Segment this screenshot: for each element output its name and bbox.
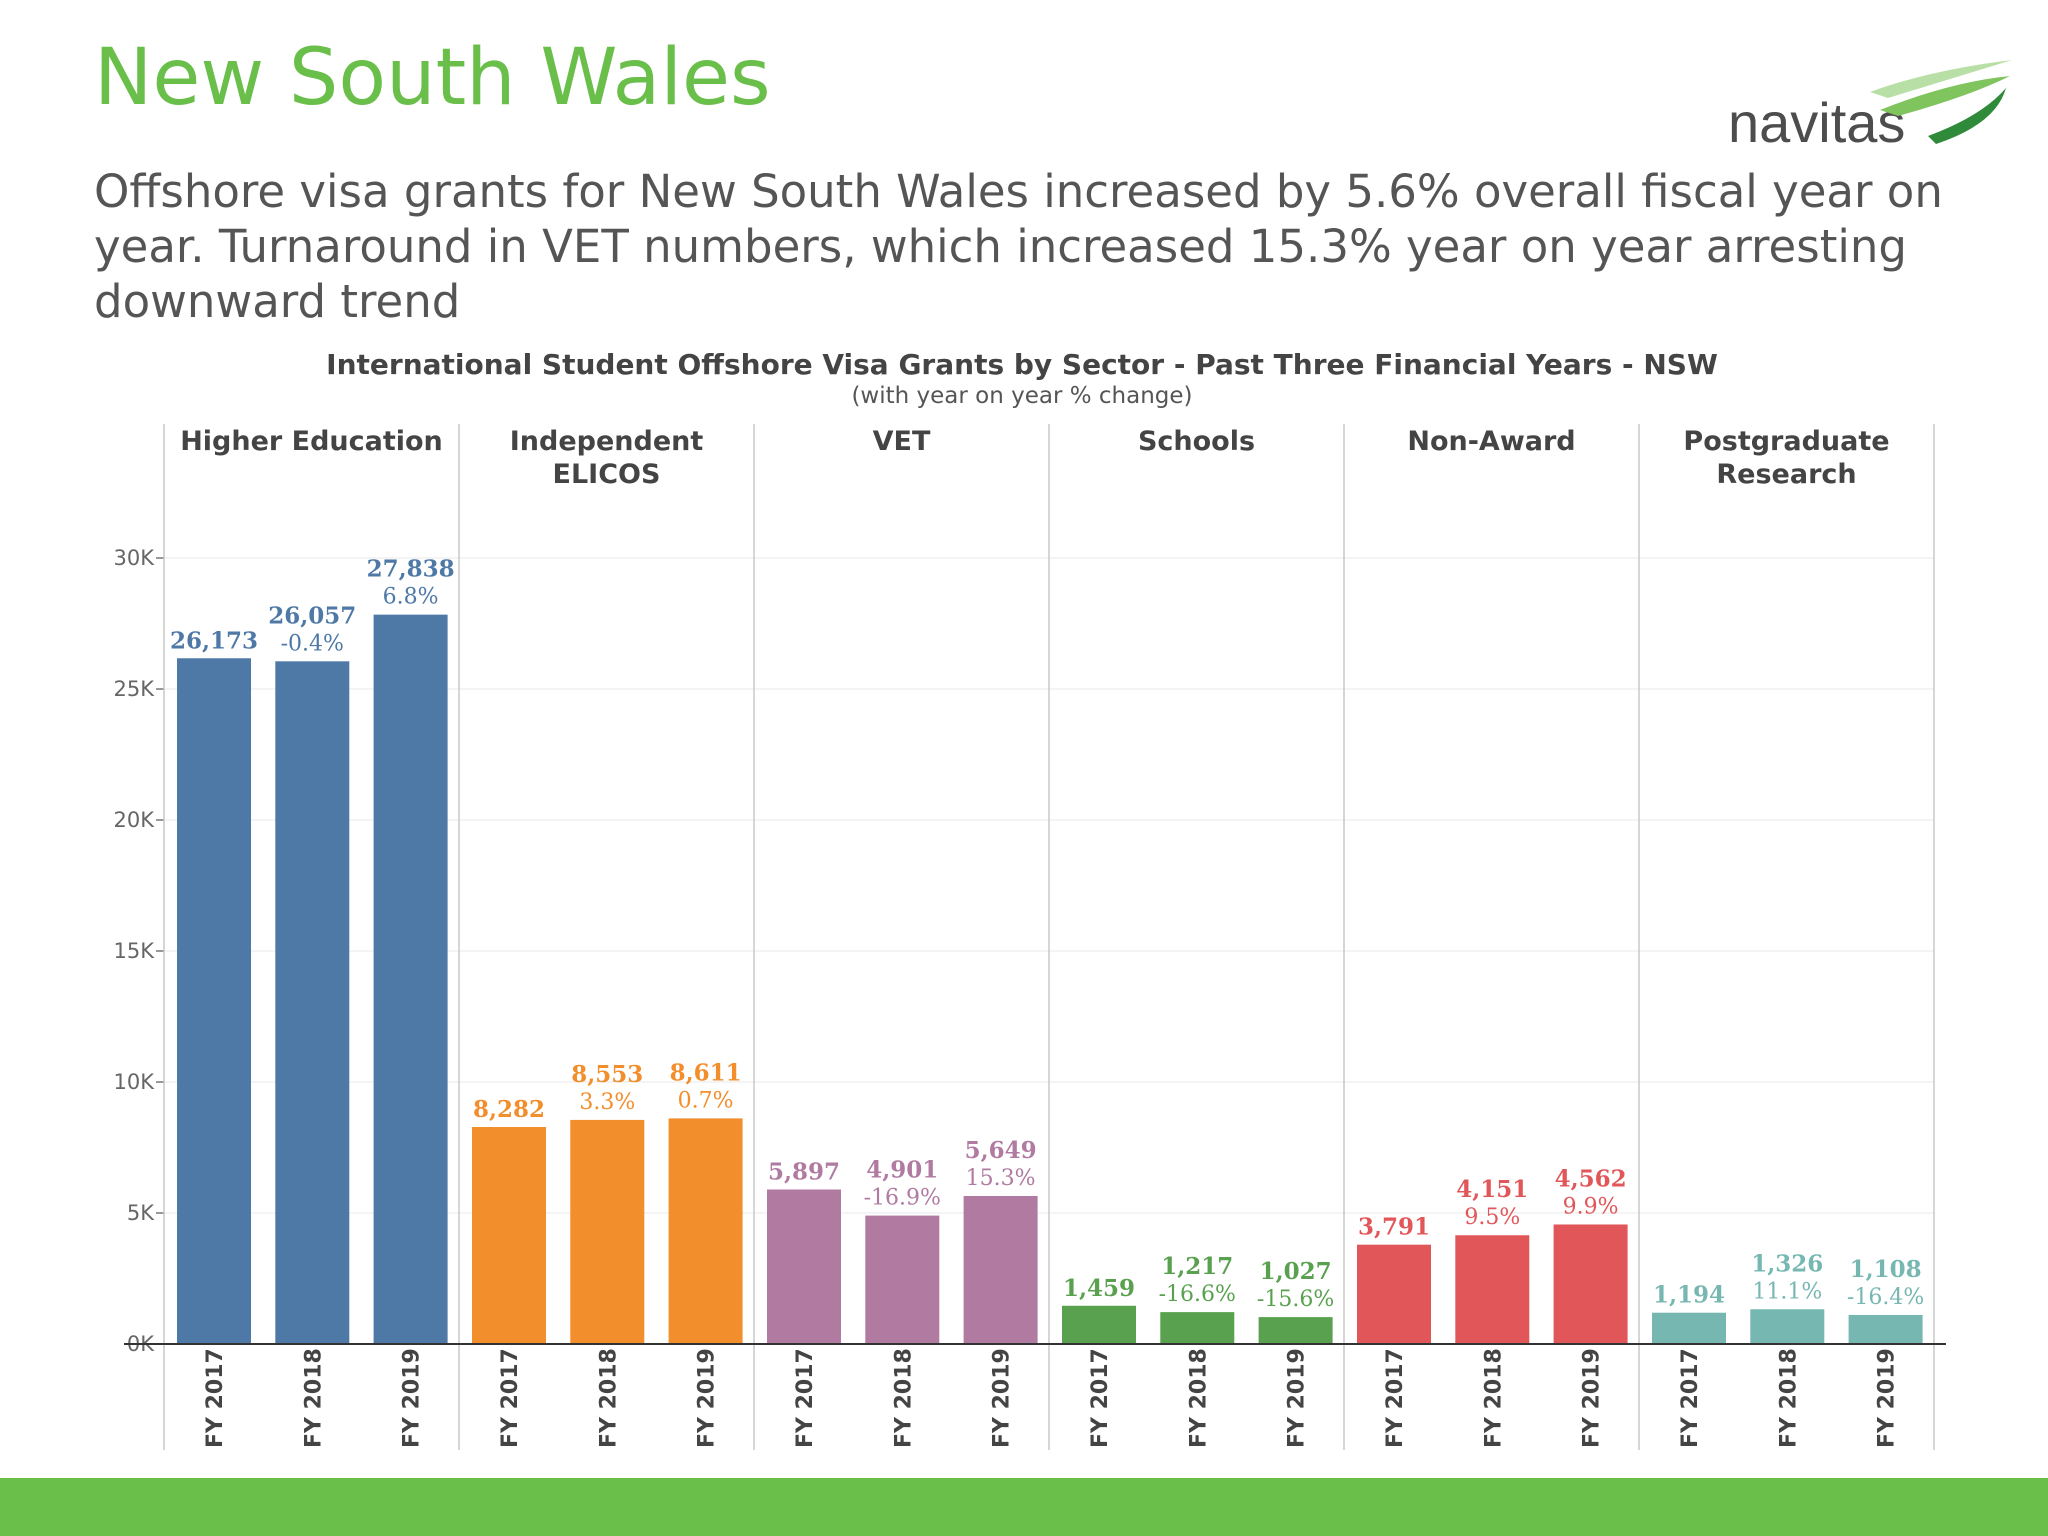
bar <box>1357 1244 1431 1344</box>
x-tick-label: FY 2017 <box>793 1348 818 1448</box>
logo-swoosh-icon <box>1870 60 2012 98</box>
bar-value-label: 1,027 <box>1260 1258 1332 1285</box>
chart-subtitle: (with year on year % change) <box>851 383 1192 409</box>
y-tick-label: 10K <box>114 1070 156 1094</box>
slide-title: New South Wales <box>94 33 771 123</box>
bar <box>373 614 448 1344</box>
bar-value-label: 26,057 <box>268 602 356 629</box>
x-tick-label: FY 2018 <box>596 1348 621 1448</box>
bar-value-label: 5,897 <box>768 1158 840 1185</box>
x-tick-label: FY 2019 <box>990 1348 1015 1448</box>
bar-change-label: 15.3% <box>966 1166 1036 1191</box>
panel-header: Postgraduate <box>1683 426 1889 457</box>
bar-change-label: -16.9% <box>864 1186 941 1211</box>
bar <box>1750 1309 1825 1344</box>
bar-value-label: 1,217 <box>1161 1253 1233 1280</box>
bar <box>1258 1317 1333 1344</box>
bar-value-label: 5,649 <box>965 1137 1037 1164</box>
bar-value-label: 1,459 <box>1063 1275 1135 1302</box>
y-tick-label: 5K <box>127 1201 155 1225</box>
x-tick-label: FY 2017 <box>1088 1348 1113 1448</box>
logo-wordmark: navitas <box>1728 91 1905 154</box>
chart-title: International Student Offshore Visa Gran… <box>326 348 1718 381</box>
bar-value-label: 1,194 <box>1653 1282 1725 1309</box>
bar-change-label: 6.8% <box>383 585 439 610</box>
bar-value-label: 8,282 <box>473 1096 545 1123</box>
x-tick-label: FY 2019 <box>695 1348 720 1448</box>
panel-header: ELICOS <box>553 459 661 490</box>
bar-value-label: 1,108 <box>1850 1256 1922 1283</box>
bar-value-label: 8,611 <box>670 1059 742 1086</box>
bar <box>1455 1235 1530 1344</box>
bar <box>767 1189 841 1344</box>
x-tick-label: FY 2019 <box>400 1348 425 1448</box>
panel-header: Non-Award <box>1407 426 1575 457</box>
x-tick-label: FY 2018 <box>1481 1348 1506 1448</box>
bar <box>570 1119 645 1344</box>
x-tick-label: FY 2018 <box>1186 1348 1211 1448</box>
bar-change-label: 11.1% <box>1752 1279 1822 1304</box>
bar <box>1553 1224 1628 1344</box>
bar <box>177 658 251 1344</box>
x-tick-label: FY 2017 <box>498 1348 523 1448</box>
bar-change-label: 9.5% <box>1464 1205 1520 1230</box>
bar-value-label: 4,562 <box>1555 1165 1627 1192</box>
x-tick-label: FY 2018 <box>301 1348 326 1448</box>
bar <box>275 661 350 1344</box>
x-tick-label: FY 2017 <box>203 1348 228 1448</box>
x-tick-label: FY 2019 <box>1580 1348 1605 1448</box>
bar-change-label: 9.9% <box>1563 1194 1619 1219</box>
y-tick-label: 30K <box>114 546 156 570</box>
bar-value-label: 1,326 <box>1751 1250 1823 1277</box>
visa-grants-chart: International Student Offshore Visa Gran… <box>114 348 1946 1450</box>
bar-value-label: 8,553 <box>571 1061 643 1088</box>
y-tick-label: 15K <box>114 939 156 963</box>
bar-value-label: 27,838 <box>367 556 455 583</box>
y-tick-label: 25K <box>114 677 156 701</box>
panel-header: Research <box>1716 459 1856 490</box>
navitas-logo: navitas <box>1728 60 2012 154</box>
bar-value-label: 3,791 <box>1358 1214 1430 1241</box>
panel-header: Schools <box>1138 426 1255 457</box>
bar-change-label: -0.4% <box>281 631 344 656</box>
bar <box>1160 1312 1235 1344</box>
bar-change-label: -16.4% <box>1847 1285 1924 1310</box>
panel-header: VET <box>873 426 931 457</box>
bar-value-label: 26,173 <box>170 627 258 654</box>
footer-band <box>0 1478 2048 1536</box>
bar-change-label: -16.6% <box>1159 1282 1236 1307</box>
x-tick-label: FY 2019 <box>1875 1348 1900 1448</box>
x-tick-label: FY 2018 <box>891 1348 916 1448</box>
panel-header: Independent <box>510 426 704 457</box>
bar-value-label: 4,151 <box>1456 1176 1528 1203</box>
x-tick-label: FY 2019 <box>1285 1348 1310 1448</box>
x-tick-label: FY 2018 <box>1776 1348 1801 1448</box>
x-tick-label: FY 2017 <box>1383 1348 1408 1448</box>
bar <box>668 1118 743 1344</box>
bar <box>1652 1312 1726 1344</box>
y-tick-label: 20K <box>114 808 156 832</box>
bar <box>963 1195 1038 1344</box>
x-tick-label: FY 2017 <box>1678 1348 1703 1448</box>
panel-header: Higher Education <box>180 426 443 457</box>
bar-value-label: 4,901 <box>866 1157 938 1184</box>
bar-change-label: -15.6% <box>1257 1287 1334 1312</box>
bar-change-label: 0.7% <box>678 1088 734 1113</box>
bar <box>865 1215 940 1344</box>
slide-subtitle: Offshore visa grants for New South Wales… <box>94 165 1943 328</box>
bar-change-label: 3.3% <box>579 1090 635 1115</box>
bar <box>472 1127 546 1344</box>
bar <box>1848 1314 1923 1344</box>
bar <box>1062 1305 1136 1344</box>
